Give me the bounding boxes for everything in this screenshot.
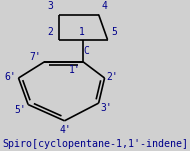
Text: 1': 1' [69,65,81,75]
Text: 4': 4' [59,125,71,135]
Text: 5: 5 [111,27,117,37]
Text: 7': 7' [30,52,41,62]
Text: 6': 6' [4,72,16,82]
Text: 3: 3 [48,2,53,11]
Text: 1: 1 [79,27,85,37]
Text: Spiro[cyclopentane-1,1'-indene]: Spiro[cyclopentane-1,1'-indene] [2,139,188,149]
Text: 2: 2 [48,27,53,37]
Text: 5': 5' [14,106,26,116]
Text: 2': 2' [106,72,118,82]
Text: 4: 4 [102,2,108,11]
Text: C: C [83,46,89,56]
Text: 3': 3' [100,103,112,112]
